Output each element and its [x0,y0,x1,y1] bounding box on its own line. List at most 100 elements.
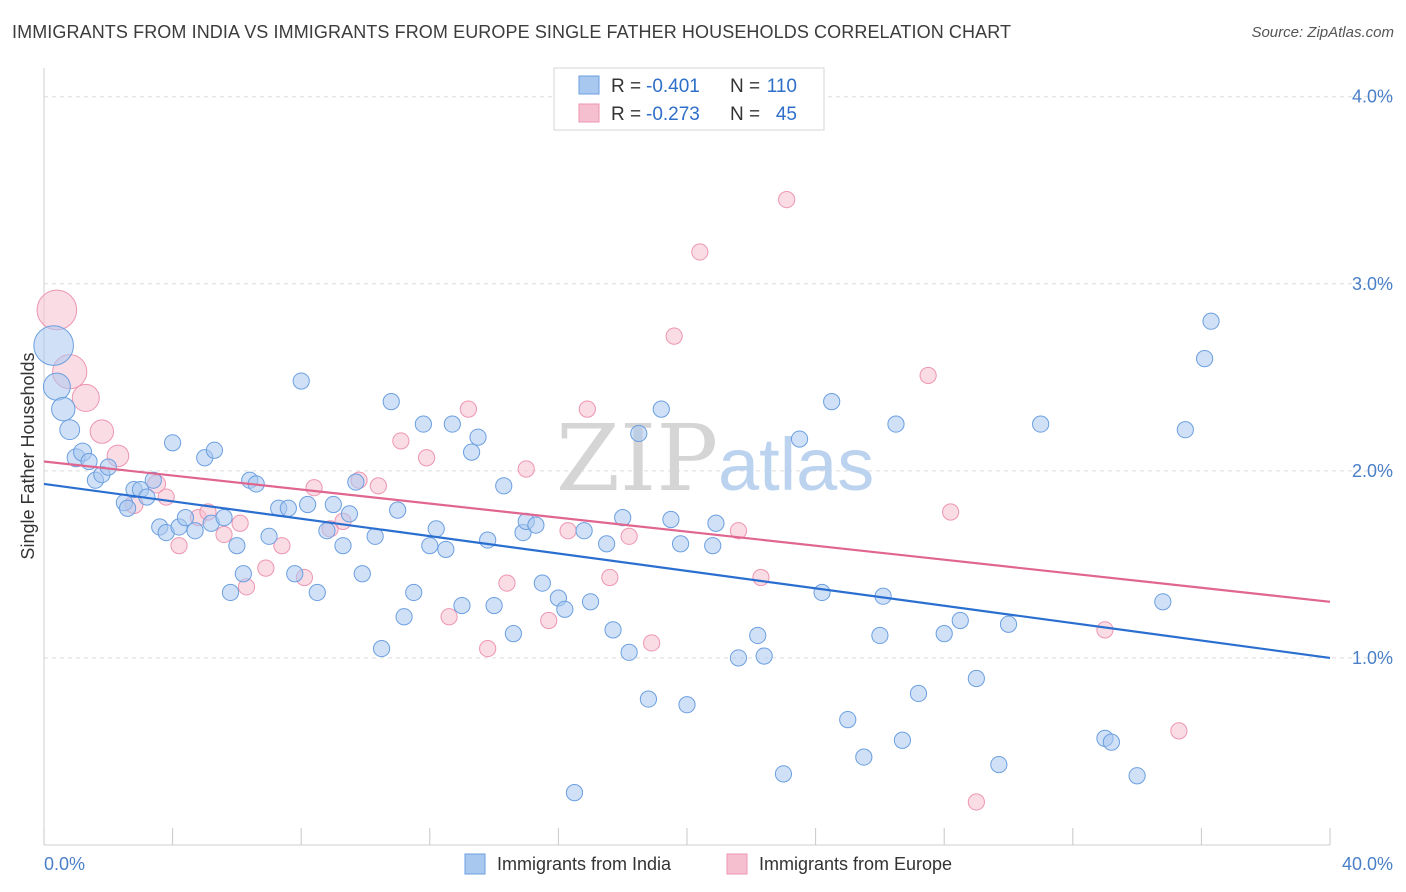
india-data-point [33,325,74,366]
y-tick-label: 3.0% [1352,274,1393,294]
y-tick-label: 2.0% [1352,461,1393,481]
legend-label-india: Immigrants from India [497,854,672,874]
india-data-point [347,473,365,491]
india-data-point [372,639,391,658]
india-data-point [366,527,384,545]
india-data-point [260,527,278,545]
india-data-point [823,393,841,411]
india-data-point [443,415,461,433]
series-india-points [33,312,1220,802]
india-data-point [527,516,545,534]
india-data-point [1202,312,1220,330]
india-data-point [652,400,670,418]
stats-india-n-label: N = [730,76,760,97]
europe-data-point [967,793,985,811]
india-data-point [437,540,455,559]
india-data-point [871,626,889,645]
chart-source: Source: ZipAtlas.com [1251,24,1394,41]
india-data-point [790,430,809,448]
india-data-point [1102,733,1120,751]
india-data-point [999,615,1018,633]
legend: Immigrants from India Immigrants from Eu… [464,853,952,875]
india-data-point [495,477,513,495]
india-data-point [469,428,487,446]
india-data-point [749,626,767,645]
india-data-point [1176,421,1194,439]
x-tick-label-max: 40.0% [1342,854,1393,874]
india-data-point [774,765,793,783]
india-data-point [176,509,195,527]
india-data-point [604,621,622,639]
europe-data-point [919,366,937,385]
india-data-point [414,415,432,433]
europe-data-point [1096,621,1114,639]
india-data-point [671,535,690,553]
chart-title: IMMIGRANTS FROM INDIA VS IMMIGRANTS FROM… [12,22,1012,42]
india-data-point [215,509,233,527]
india-data-point [382,393,400,411]
india-data-point [1154,593,1172,611]
y-tick-label: 4.0% [1352,87,1393,107]
y-tick-labels: 1.0% 2.0% 3.0% 4.0% [1352,87,1393,668]
india-data-point [990,755,1008,774]
india-data-point [581,593,600,611]
india-data-point [729,649,748,667]
india-data-point [144,471,162,489]
legend-swatch-europe [726,853,748,875]
europe-data-point [691,243,709,261]
india-data-point [893,731,912,749]
europe-data-point [778,190,796,209]
india-data-point [565,784,584,802]
india-data-point [228,537,246,555]
india-data-point [556,600,574,618]
europe-data-point [170,537,188,555]
stats-europe-r-label: R = [611,104,641,125]
india-trend-line [43,482,1331,660]
stats-india-n-value: 110 [767,76,797,97]
india-data-point [286,565,304,583]
axes [43,68,1331,846]
india-data-point [707,514,725,532]
india-data-point [504,625,522,643]
europe-data-point [643,634,661,652]
stats-swatch-europe [578,103,600,123]
india-data-point [421,537,439,555]
europe-data-point [498,574,516,592]
india-data-point [887,415,905,433]
india-data-point [839,711,857,729]
stats-swatch-india [578,75,600,95]
india-data-point [318,522,336,540]
europe-data-point [601,568,619,587]
watermark: ZIP atlas [556,405,874,512]
india-data-point [427,520,445,538]
india-data-point [533,574,551,592]
europe-data-point [392,432,410,450]
india-data-point [51,396,76,422]
india-data-point [308,583,326,602]
india-data-point [1032,415,1050,433]
india-data-point [324,495,342,514]
india-data-point [662,510,680,529]
europe-data-point [417,449,436,467]
stats-europe-r-value: -0.273 [646,104,700,125]
europe-data-point [273,537,291,555]
europe-data-point [215,525,233,544]
europe-data-point [479,639,497,658]
india-data-point [630,424,648,443]
india-data-point [704,537,722,555]
india-data-point [164,434,182,452]
europe-data-point [517,460,535,478]
europe-data-point [540,611,558,630]
stats-india-r-value: -0.401 [646,76,700,97]
europe-data-point [459,400,477,418]
trend-lines [43,460,1331,660]
europe-data-point [157,488,175,506]
india-data-point [59,419,81,441]
india-data-point [186,522,204,540]
india-data-point [755,647,773,665]
europe-data-point [231,514,249,532]
india-data-point [279,499,297,517]
europe-data-point [752,568,770,587]
india-data-point [340,505,359,523]
europe-data-point [369,477,387,495]
